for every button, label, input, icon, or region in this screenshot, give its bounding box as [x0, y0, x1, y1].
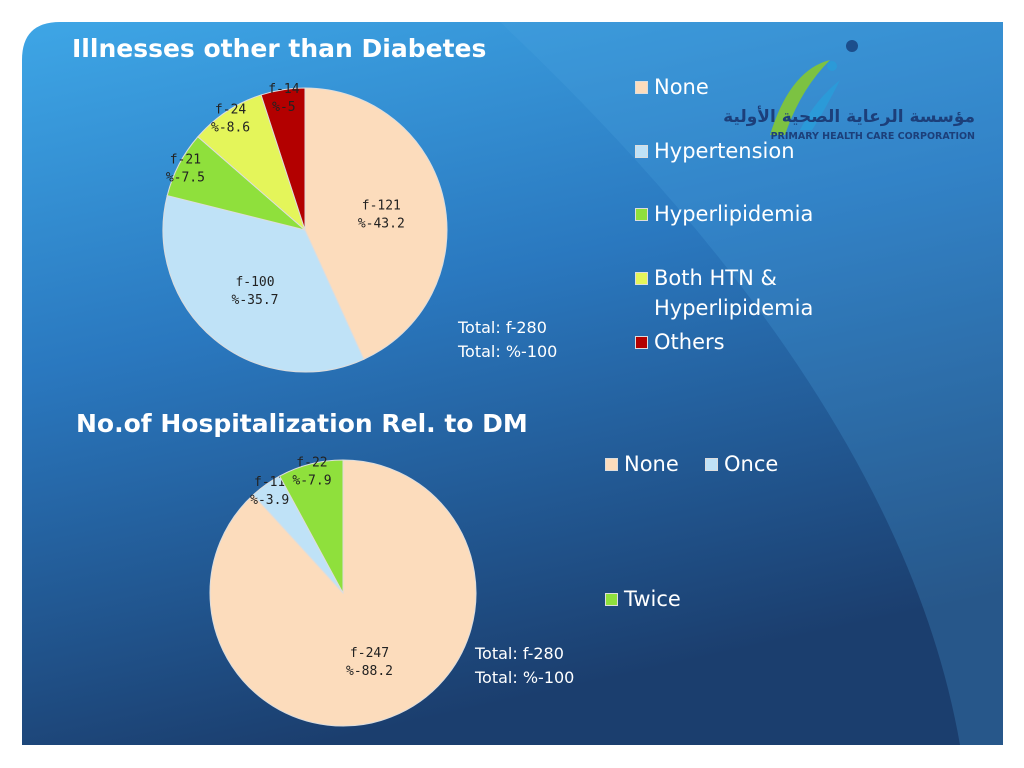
data-label-percent: %-7.5: [166, 171, 205, 186]
pie-slice: [278, 459, 344, 594]
data-label-frequency: f-24: [215, 102, 246, 117]
logo: مؤسسة الرعاية الصحية الأولية PRIMARY HEA…: [723, 40, 975, 142]
decor-band: [500, 22, 1003, 745]
pie-slice: [260, 87, 306, 231]
legend-swatch: [605, 458, 618, 471]
legend-label: Both HTN & Hyperlipidemia: [654, 266, 814, 320]
data-label-frequency: f-14: [268, 82, 299, 97]
data-label-frequency: f-21: [170, 153, 201, 168]
legend-label: Twice: [624, 587, 681, 611]
legend-swatch: [605, 593, 618, 606]
legend-swatch: [635, 145, 648, 158]
chart-title: No.of Hospitalization Rel. to DM: [76, 409, 528, 438]
pie-slice: [304, 87, 448, 360]
data-label-frequency: f-100: [235, 275, 274, 290]
data-label-frequency: f-22: [296, 456, 327, 471]
total-label: Total: f-280: [474, 644, 564, 663]
legend-entry: Both HTN & Hyperlipidemia: [635, 263, 835, 323]
legend-label: Others: [654, 330, 725, 354]
data-label-percent: %-35.7: [232, 293, 279, 308]
legend-label: None: [654, 75, 709, 99]
legend-swatch: [705, 458, 718, 471]
chart-title: Illnesses other than Diabetes: [72, 34, 486, 63]
data-label-frequency: f-247: [350, 646, 389, 661]
data-label-percent: %-8.6: [211, 120, 250, 135]
data-label-percent: %-3.9: [250, 493, 289, 508]
legend-swatch: [635, 81, 648, 94]
legend-entry: Twice: [605, 584, 725, 614]
legend-swatch: [635, 272, 648, 285]
legend-label: Hyperlipidemia: [654, 202, 814, 226]
data-label-frequency: f-121: [362, 198, 401, 213]
legend-label: None: [624, 452, 679, 476]
data-label-percent: %-88.2: [346, 664, 393, 679]
total-label: Total: %-100: [457, 342, 557, 361]
legend-swatch: [635, 336, 648, 349]
legend-entry: None: [605, 449, 725, 479]
legend-label: Once: [724, 452, 779, 476]
data-label-percent: %-5: [272, 100, 295, 115]
logo-english: PRIMARY HEALTH CARE CORPORATION: [771, 131, 975, 142]
total-label: Total: %-100: [474, 668, 574, 687]
data-label-percent: %-7.9: [292, 474, 331, 489]
legend-entry: Hyperlipidemia: [635, 199, 835, 229]
legend-entry: Hypertension: [635, 136, 835, 166]
data-label-frequency: f-11: [254, 475, 285, 490]
data-label-percent: %-43.2: [358, 216, 405, 231]
legend-label: Hypertension: [654, 139, 795, 163]
total-label: Total: f-280: [457, 318, 547, 337]
legend-entry: None: [635, 72, 835, 102]
logo-arabic: مؤسسة الرعاية الصحية الأولية: [723, 106, 975, 127]
legend-swatch: [635, 208, 648, 221]
pie-slice: [162, 194, 365, 373]
legend-entry: Once: [705, 449, 825, 479]
legend-entry: Others: [635, 327, 835, 357]
